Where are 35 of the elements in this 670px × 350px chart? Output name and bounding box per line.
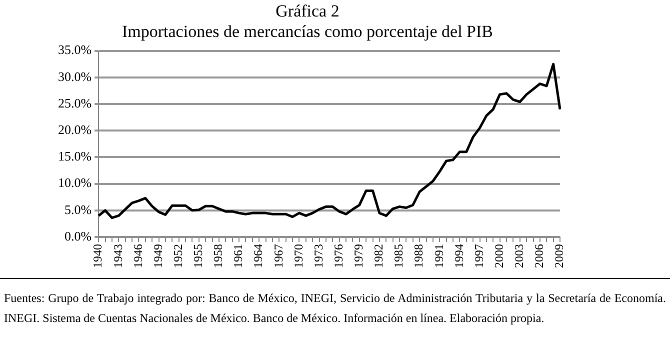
x-tick-label: 1973 bbox=[311, 244, 326, 268]
x-tick-label: 2006 bbox=[532, 244, 546, 268]
x-tick-label: 1979 bbox=[352, 244, 366, 268]
x-tick-label: 1982 bbox=[372, 244, 386, 268]
y-tick-label: 0.0% bbox=[64, 228, 92, 244]
x-tick-label: 1991 bbox=[432, 244, 446, 268]
y-tick-label: 35.0% bbox=[58, 42, 92, 58]
y-tick-label: 10.0% bbox=[58, 175, 92, 190]
x-tick-label: 2009 bbox=[552, 244, 566, 268]
x-tick-label: 1964 bbox=[251, 244, 266, 268]
source-note: Fuentes: Grupo de Trabajo integrado por: Banco de México, INEGI, Servicio de Administración Tributaria y la Secretaría de Economía. INEGI. Sistema de Cuentas Nacionales de México. Banco de México. Información en línea. Elaboración propia. bbox=[4, 290, 666, 327]
x-tick-label: 1946 bbox=[130, 244, 145, 268]
y-tick-label: 30.0% bbox=[58, 68, 92, 84]
y-tick-label: 20.0% bbox=[58, 122, 92, 138]
y-tick-label: 5.0% bbox=[64, 202, 92, 217]
y-tick-label: 25.0% bbox=[58, 95, 92, 110]
x-tick-label: 1970 bbox=[291, 244, 306, 268]
x-tick-label: 1961 bbox=[231, 244, 246, 268]
x-tick-label: 1940 bbox=[90, 244, 105, 268]
x-tick-label: 1955 bbox=[191, 244, 206, 268]
x-tick-label: 1958 bbox=[211, 244, 226, 268]
x-tick-label: 1967 bbox=[271, 244, 286, 268]
x-tick-label: 2003 bbox=[512, 244, 526, 268]
y-tick-label: 15.0% bbox=[58, 148, 92, 164]
x-tick-label: 1976 bbox=[331, 244, 346, 268]
x-tick-label: 1949 bbox=[150, 244, 165, 268]
x-tick-label: 1988 bbox=[412, 244, 426, 268]
x-tick-label: 1997 bbox=[472, 244, 486, 268]
x-tick-label: 2000 bbox=[492, 244, 506, 268]
x-tick-label: 1952 bbox=[170, 244, 185, 268]
x-tick-label: 1994 bbox=[452, 244, 466, 268]
x-tick-label: 1943 bbox=[110, 244, 125, 268]
chart-subtitle: Importaciones de mercancías como porcentaje del PIB bbox=[122, 22, 494, 42]
x-tick-label: 1985 bbox=[392, 244, 406, 268]
chart-title: Gráfica 2 bbox=[276, 2, 340, 21]
